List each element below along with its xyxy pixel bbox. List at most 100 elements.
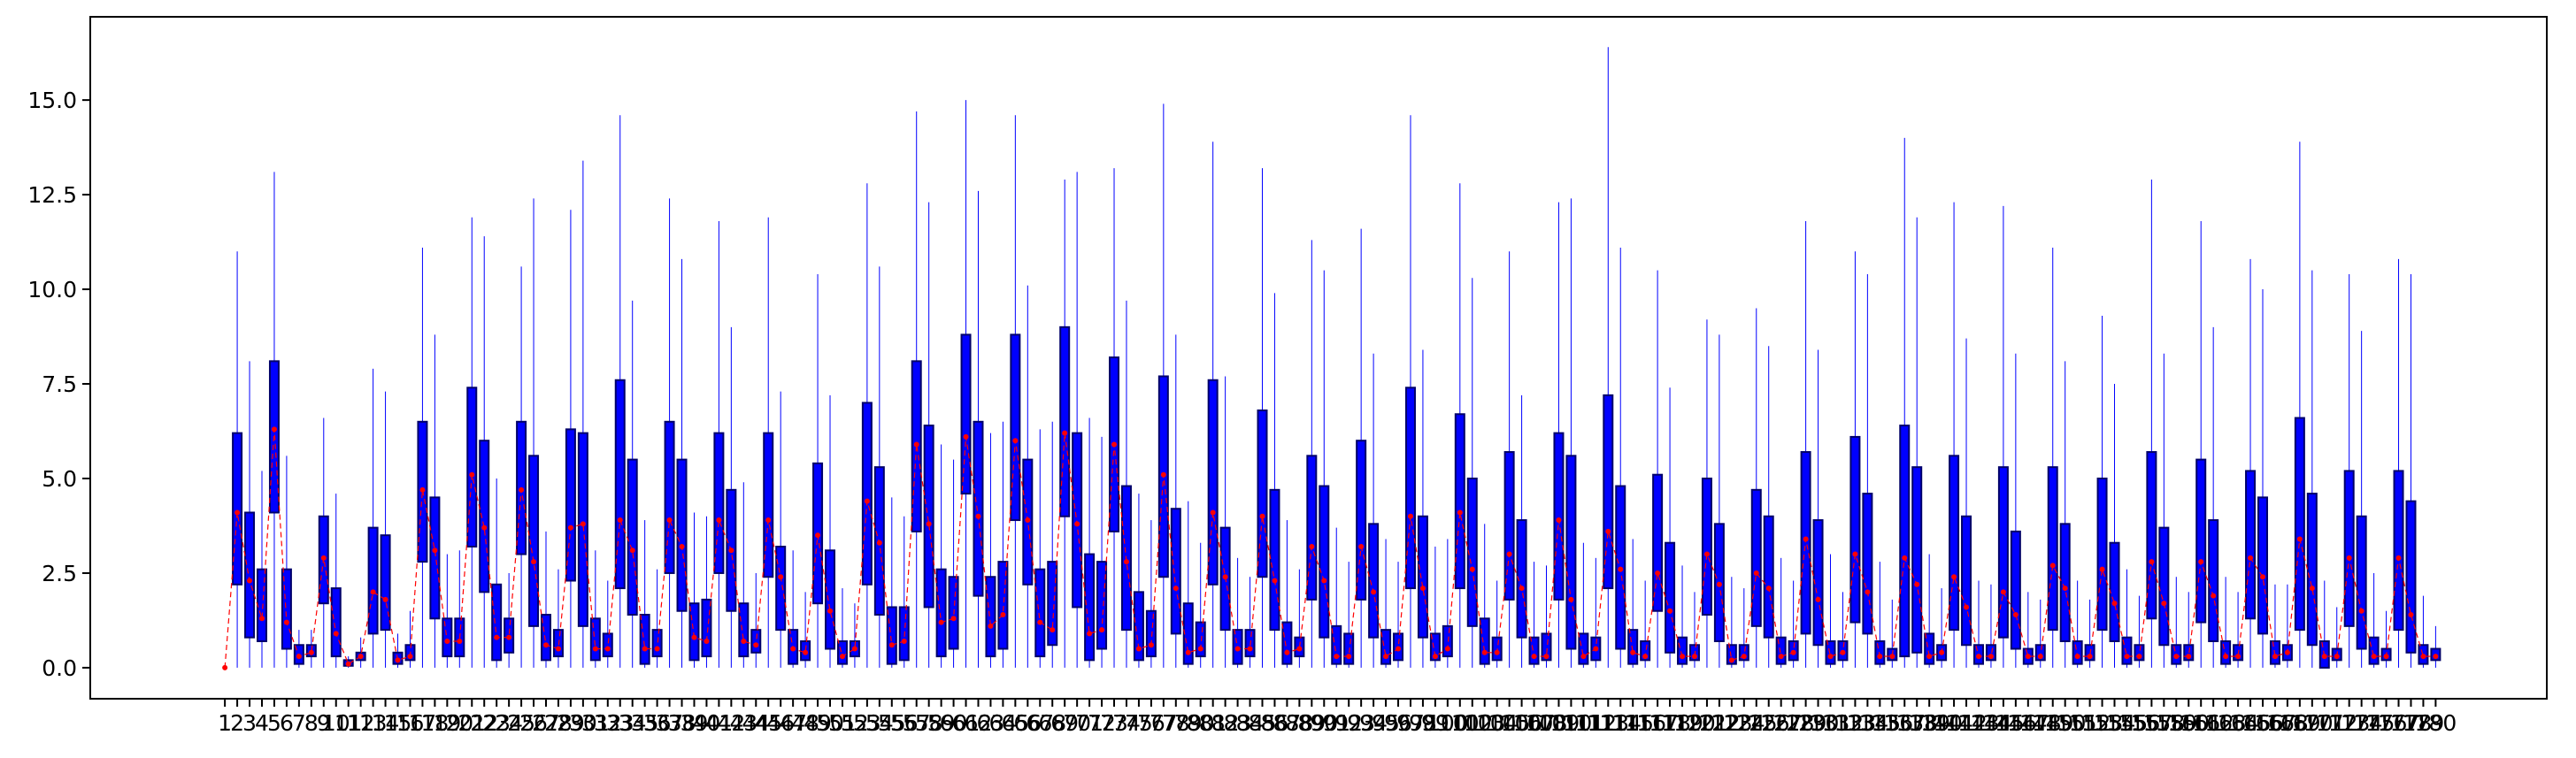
box — [1985, 644, 1996, 662]
median-dot — [2346, 555, 2352, 561]
x-tick-label: 134 — [1847, 710, 1889, 736]
box — [1849, 435, 1861, 624]
median-dot — [2025, 654, 2031, 660]
median-dot — [839, 654, 845, 660]
box — [1565, 455, 1577, 650]
median-dot — [1951, 574, 1957, 580]
median-dot — [2087, 654, 2093, 660]
box — [1072, 432, 1083, 609]
x-tick-label: 41 — [704, 710, 733, 736]
median-dot — [2037, 654, 2043, 660]
median-dot — [1902, 555, 1908, 561]
x-tick-label: 9 — [317, 710, 331, 736]
box — [577, 432, 588, 627]
median-dot — [296, 654, 302, 660]
x-tick-label: 171 — [2303, 710, 2346, 736]
box — [1961, 515, 1972, 647]
box — [2393, 470, 2404, 632]
median-dot — [2062, 586, 2068, 592]
x-tick-label: 40 — [693, 710, 721, 736]
median-dot — [1926, 654, 1933, 660]
x-tick-label: 98 — [1409, 710, 1437, 736]
median-dot — [1135, 646, 1142, 652]
median-dot — [876, 540, 882, 546]
median-dot — [1247, 646, 1253, 652]
x-tick-label: 139 — [1908, 710, 1950, 736]
x-tick-label: 131 — [1810, 710, 1852, 736]
x-tick-label: 103 — [1464, 710, 1506, 736]
x-tick-label: 159 — [2155, 710, 2197, 736]
x-tick-label: 68 — [1038, 710, 1066, 736]
median-dot — [2186, 654, 2192, 660]
box — [1059, 325, 1071, 517]
box — [614, 379, 626, 590]
box — [1750, 488, 1762, 627]
x-tick-label: 152 — [2069, 710, 2111, 736]
x-tick-label: 63 — [977, 710, 1005, 736]
x-tick-label: 84 — [1236, 710, 1265, 736]
x-tick-label: 3 — [242, 710, 257, 736]
median-dot — [1419, 586, 1426, 592]
x-tick-label: 168 — [2266, 710, 2309, 736]
box — [2306, 493, 2318, 647]
x-tick-label: 150 — [2044, 710, 2087, 736]
y-tick-label: 15.0 — [27, 88, 77, 113]
box — [2158, 526, 2170, 647]
x-tick-label: 8 — [304, 710, 319, 736]
x-tick-label: 42 — [717, 710, 745, 736]
box — [2368, 636, 2380, 665]
box — [2134, 644, 2145, 662]
x-tick-label: 24 — [495, 710, 523, 736]
x-tick-label: 81 — [1199, 710, 1227, 736]
x-tick-label: 20 — [445, 710, 473, 736]
median-dot — [604, 646, 611, 652]
box — [2294, 417, 2305, 632]
box — [639, 614, 650, 665]
box — [491, 583, 503, 662]
box — [1775, 636, 1787, 665]
x-tick-label: 54 — [865, 710, 894, 736]
median-dot — [555, 646, 561, 652]
median-dot — [1877, 654, 1883, 660]
x-tick-label: 118 — [1649, 710, 1691, 736]
box — [1257, 409, 1268, 578]
box — [1368, 523, 1380, 639]
median-dot — [888, 642, 895, 648]
box — [985, 576, 996, 658]
median-dot — [345, 661, 351, 667]
x-tick-label: 10 — [322, 710, 350, 736]
x-tick-label: 32 — [594, 710, 622, 736]
median-dot — [1396, 646, 1402, 652]
x-tick-label: 113 — [1587, 710, 1629, 736]
x-tick-label: 50 — [816, 710, 844, 736]
median-dot — [1148, 642, 1154, 648]
x-tick-label: 125 — [1735, 710, 1778, 736]
median-dot — [1618, 566, 1624, 572]
median-dot — [1580, 654, 1587, 660]
median-dot — [407, 654, 413, 660]
x-tick-label: 130 — [1797, 710, 1840, 736]
median-dot — [2248, 555, 2254, 561]
x-tick-label: 170 — [2291, 710, 2334, 736]
x-tick-label: 97 — [1396, 710, 1425, 736]
x-tick-label: 16 — [396, 710, 425, 736]
x-tick-label: 44 — [742, 710, 770, 736]
box — [627, 458, 638, 616]
x-tick-label: 162 — [2192, 710, 2234, 736]
box — [1281, 621, 1293, 665]
median-dot — [901, 638, 907, 644]
median-dot — [2235, 654, 2242, 660]
x-tick-label: 169 — [2279, 710, 2321, 736]
median-dot — [1655, 570, 1661, 576]
median-dot — [2334, 654, 2340, 660]
x-tick-label: 154 — [2094, 710, 2136, 736]
box — [2343, 470, 2355, 627]
median-dot — [2408, 612, 2414, 618]
x-tick-label: 161 — [2180, 710, 2222, 736]
box — [1306, 455, 1318, 601]
box — [713, 432, 725, 574]
y-tick-label: 10.0 — [27, 277, 77, 302]
box — [1627, 629, 1639, 665]
box — [1454, 413, 1465, 590]
box — [664, 420, 675, 574]
